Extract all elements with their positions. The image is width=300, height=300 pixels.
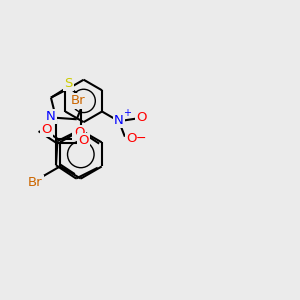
Text: O: O xyxy=(41,123,51,136)
Text: −: − xyxy=(136,132,146,145)
Text: +: + xyxy=(123,108,131,118)
Text: S: S xyxy=(64,76,73,90)
Text: O: O xyxy=(126,132,136,145)
Text: Br: Br xyxy=(71,94,86,107)
Text: O: O xyxy=(136,111,147,124)
Text: N: N xyxy=(114,114,124,127)
Text: N: N xyxy=(46,110,56,123)
Text: Br: Br xyxy=(28,176,42,190)
Text: O: O xyxy=(74,126,84,139)
Text: O: O xyxy=(79,134,89,147)
